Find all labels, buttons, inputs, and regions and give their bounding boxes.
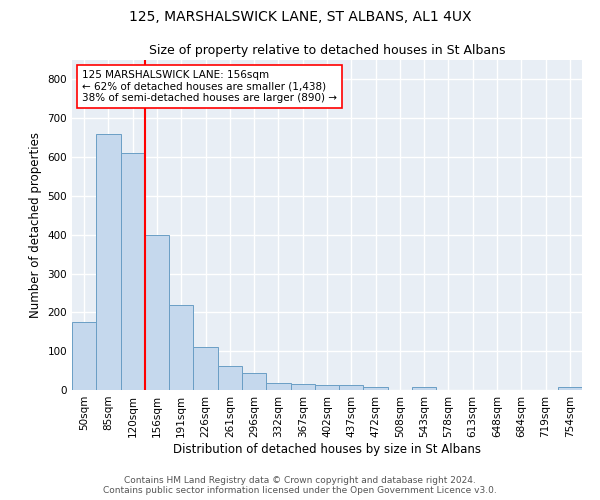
Bar bbox=[412, 387, 436, 390]
Bar bbox=[266, 384, 290, 390]
Bar bbox=[96, 134, 121, 390]
Text: Contains HM Land Registry data © Crown copyright and database right 2024.
Contai: Contains HM Land Registry data © Crown c… bbox=[103, 476, 497, 495]
Y-axis label: Number of detached properties: Number of detached properties bbox=[29, 132, 42, 318]
Bar bbox=[558, 387, 582, 390]
Bar bbox=[121, 153, 145, 390]
Bar bbox=[72, 322, 96, 390]
Bar bbox=[145, 234, 169, 390]
Title: Size of property relative to detached houses in St Albans: Size of property relative to detached ho… bbox=[149, 44, 505, 58]
Bar bbox=[290, 384, 315, 390]
Text: 125 MARSHALSWICK LANE: 156sqm
← 62% of detached houses are smaller (1,438)
38% o: 125 MARSHALSWICK LANE: 156sqm ← 62% of d… bbox=[82, 70, 337, 103]
Bar bbox=[193, 348, 218, 390]
Bar bbox=[364, 387, 388, 390]
Bar bbox=[169, 306, 193, 390]
Text: 125, MARSHALSWICK LANE, ST ALBANS, AL1 4UX: 125, MARSHALSWICK LANE, ST ALBANS, AL1 4… bbox=[129, 10, 471, 24]
Bar bbox=[218, 366, 242, 390]
Bar bbox=[242, 372, 266, 390]
Bar bbox=[315, 385, 339, 390]
Bar bbox=[339, 385, 364, 390]
X-axis label: Distribution of detached houses by size in St Albans: Distribution of detached houses by size … bbox=[173, 442, 481, 456]
